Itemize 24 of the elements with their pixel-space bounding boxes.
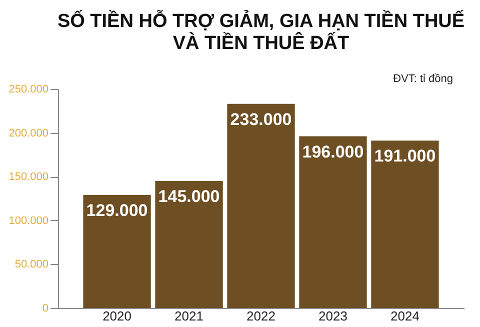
y-tick-label: 200.000: [8, 127, 48, 140]
data-label: 196.000: [302, 142, 364, 162]
text: ĐVT: tỉ đồng: [393, 73, 453, 85]
bar: [227, 104, 295, 308]
data-label: 129.000: [86, 200, 148, 220]
x-tick-label: 2021: [174, 308, 204, 324]
y-tick-label: 0: [42, 302, 48, 314]
x-tick-label: 2023: [318, 308, 348, 324]
bar: [83, 194, 151, 308]
y-tick-label: 50.000: [14, 258, 48, 271]
x-tick-label: 2020: [102, 308, 132, 324]
y-tick-label: 100.000: [8, 214, 48, 227]
data-label: 233.000: [230, 110, 292, 129]
data-label: 145.000: [158, 186, 220, 206]
y-tick-label: 250.000: [8, 84, 48, 96]
x-tick-label: 2022: [246, 308, 276, 324]
y-tick-label: 150.000: [8, 171, 48, 184]
data-label: 191.000: [374, 146, 436, 166]
bar: [371, 140, 439, 308]
bar: [299, 136, 367, 308]
x-tick-label: 2024: [390, 308, 420, 324]
bar: [155, 180, 223, 308]
text: VÀ TIỀN THUÊ ĐẤT: [172, 33, 350, 54]
text: SỐ TIỀN HỖ TRỢ GIẢM, GIA HẠN TIỀN THUẾ: [57, 11, 465, 32]
